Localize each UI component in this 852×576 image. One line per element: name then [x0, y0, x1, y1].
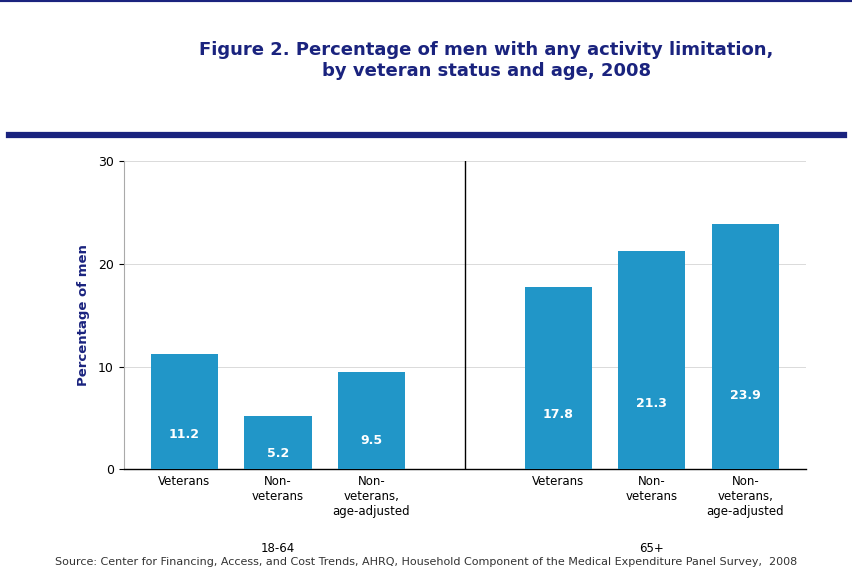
Bar [711, 224, 778, 469]
Text: 65+: 65+ [639, 541, 664, 555]
Bar [524, 287, 591, 469]
Text: 18-64: 18-64 [261, 541, 295, 555]
Text: Figure 2. Percentage of men with any activity limitation,
by veteran status and : Figure 2. Percentage of men with any act… [199, 41, 773, 80]
Text: 17.8: 17.8 [542, 408, 573, 421]
Bar [244, 416, 311, 469]
Bar [337, 372, 405, 469]
Text: 5.2: 5.2 [267, 447, 289, 460]
Bar [151, 354, 218, 469]
Bar [618, 251, 685, 469]
Text: 9.5: 9.5 [360, 434, 382, 446]
Y-axis label: Percentage of men: Percentage of men [77, 244, 89, 386]
Text: AHRQ: AHRQ [52, 56, 114, 75]
Text: Source: Center for Financing, Access, and Cost Trends, AHRQ, Household Component: Source: Center for Financing, Access, an… [55, 556, 797, 567]
Text: 11.2: 11.2 [169, 429, 199, 441]
Text: 23.9: 23.9 [729, 389, 760, 402]
Text: 21.3: 21.3 [636, 397, 666, 410]
Text: Advancing
Excellence in
Health Care: Advancing Excellence in Health Care [58, 82, 108, 112]
